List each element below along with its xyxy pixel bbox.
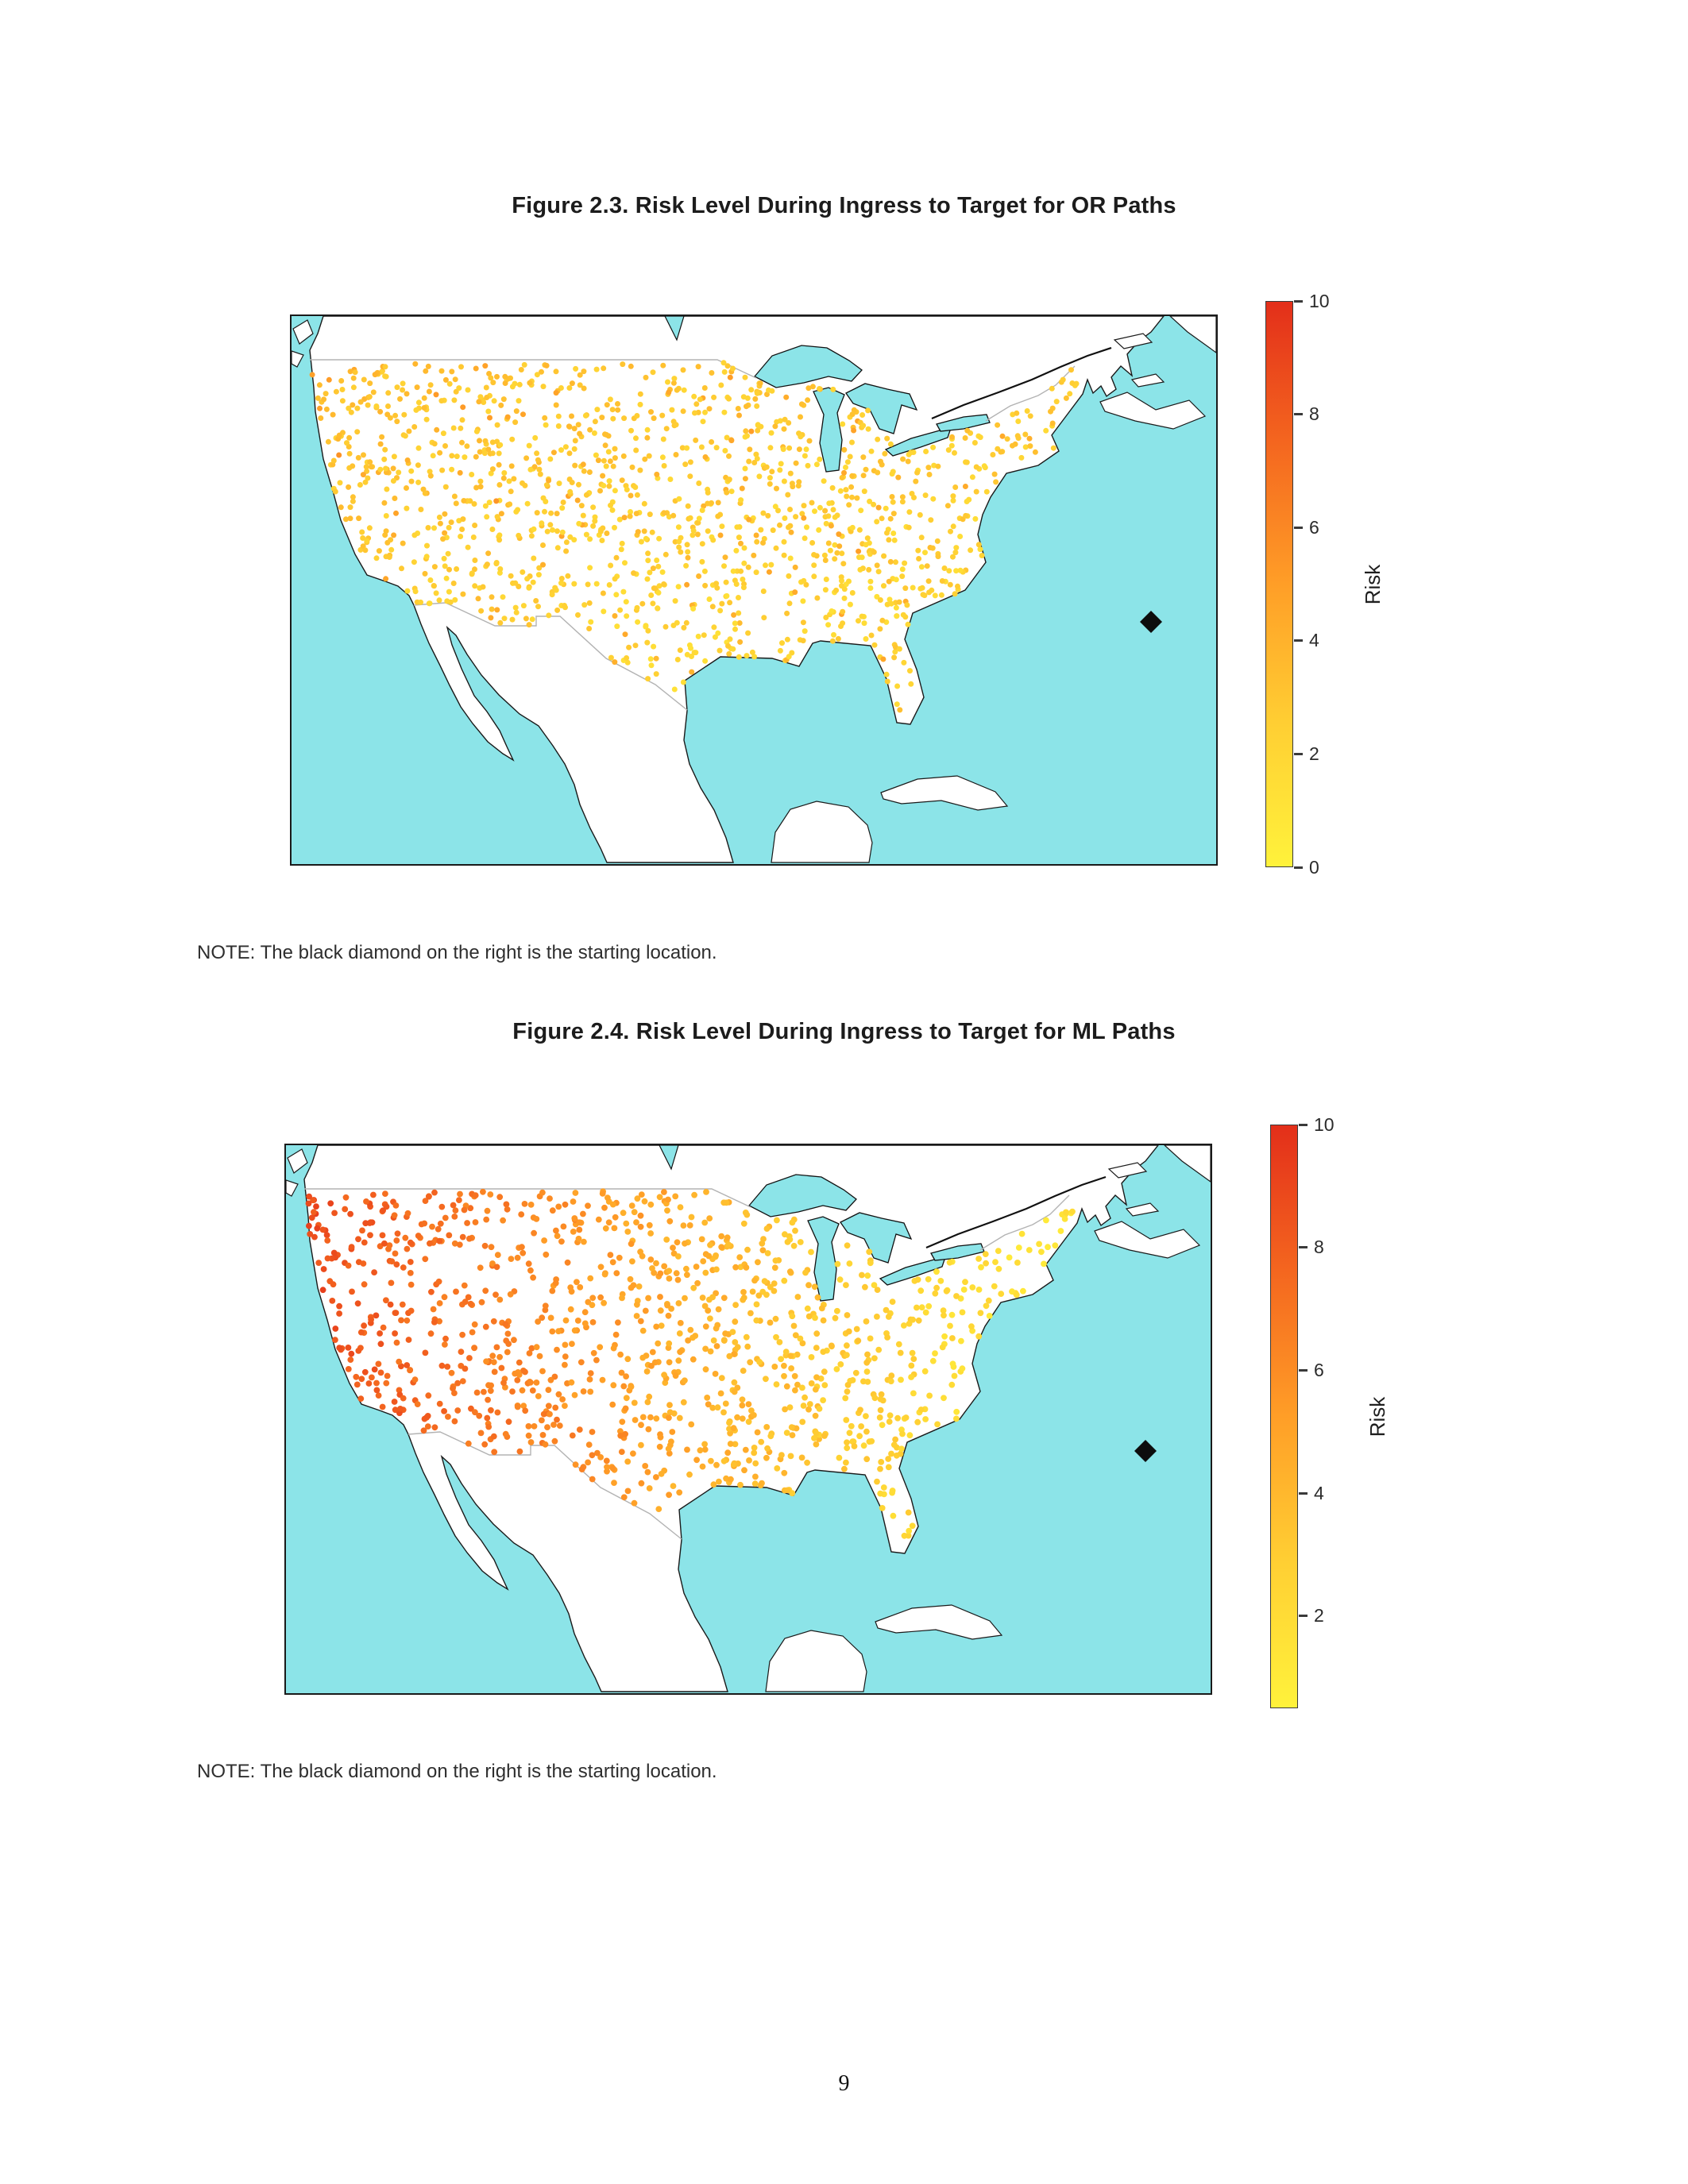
figure-2-3-note: NOTE: The black diamond on the right is …	[197, 942, 717, 963]
tick-label: 2	[1309, 743, 1319, 764]
newfoundland-corner	[1164, 1145, 1211, 1183]
great-lake-1	[807, 1216, 840, 1302]
great-lake-1	[813, 387, 845, 473]
colorbar-tick-2: 2	[1294, 743, 1319, 764]
yucatan-peninsula	[771, 801, 873, 863]
colorbar-tick-4: 4	[1299, 1483, 1324, 1503]
cuba	[875, 1604, 1003, 1640]
prince-edward-island	[1125, 1202, 1160, 1217]
st-lawrence-river	[931, 346, 1112, 420]
great-lake-2	[840, 1212, 913, 1264]
colorbar-tick-10: 10	[1294, 291, 1330, 311]
colorbar-axis-label: Risk	[1361, 564, 1385, 604]
tick-label: 2	[1314, 1605, 1324, 1626]
tick-mark	[1294, 866, 1303, 869]
tick-mark	[1294, 413, 1303, 416]
start-location-diamond	[1140, 611, 1162, 633]
vancouver-island	[292, 319, 314, 345]
north-america-landmass	[309, 316, 1165, 863]
great-lake-0	[753, 345, 863, 388]
map-canvas	[286, 1145, 1211, 1693]
lake-winnipeg	[659, 1145, 679, 1171]
tick-mark	[1294, 299, 1303, 303]
yucatan-peninsula	[765, 1630, 867, 1692]
us-mexico-border	[413, 602, 688, 711]
figure-2-4-colorbar: Risk 2 4 6 8 10	[1270, 1114, 1421, 1708]
vancouver-island	[287, 1148, 308, 1174]
figure-2-3-map	[290, 314, 1218, 866]
colorbar-tick-6: 6	[1294, 517, 1319, 538]
vancouver-island-2	[286, 1179, 299, 1197]
tick-mark	[1294, 639, 1303, 642]
start-location-diamond	[1134, 1440, 1157, 1462]
map-canvas	[292, 316, 1216, 864]
us-canada-border	[304, 1188, 751, 1208]
tick-label: 4	[1309, 630, 1319, 651]
tick-mark	[1299, 1123, 1308, 1126]
anticosti-island	[1107, 1162, 1148, 1179]
colorbar-gradient	[1270, 1125, 1298, 1708]
tick-mark	[1294, 752, 1303, 755]
colorbar-axis-label: Risk	[1365, 1396, 1389, 1437]
great-lake-3	[879, 1256, 946, 1286]
prince-edward-island	[1130, 373, 1165, 388]
figure-2-4-map	[284, 1144, 1212, 1695]
us-canada-border	[310, 359, 757, 379]
colorbar-tick-8: 8	[1299, 1237, 1324, 1258]
figure-2-3-colorbar: Risk 0 2 4 6 8 10	[1265, 291, 1416, 878]
risk-points	[309, 360, 1080, 713]
tick-label: 10	[1314, 1113, 1335, 1135]
colorbar-tick-6: 6	[1299, 1360, 1324, 1380]
great-lake-0	[747, 1174, 857, 1217]
colorbar-tick-0: 0	[1294, 857, 1319, 878]
tick-mark	[1299, 1615, 1308, 1618]
tick-label: 0	[1309, 856, 1319, 878]
north-america-landmass	[303, 1145, 1159, 1692]
figure-2-4-note: NOTE: The black diamond on the right is …	[197, 1761, 717, 1782]
nova-scotia	[1094, 1221, 1201, 1259]
tick-mark	[1299, 1491, 1308, 1495]
page-number: 9	[838, 2071, 850, 2096]
great-lake-2	[845, 383, 918, 434]
tick-label: 4	[1314, 1482, 1324, 1503]
figure-2-4-caption: Figure 2.4. Risk Level During Ingress to…	[512, 1019, 1176, 1044]
colorbar-tick-4: 4	[1294, 630, 1319, 651]
figure-2-3-caption: Figure 2.3. Risk Level During Ingress to…	[512, 193, 1176, 218]
colorbar-tick-8: 8	[1294, 403, 1319, 425]
tick-label: 10	[1309, 290, 1330, 311]
lake-winnipeg	[664, 316, 685, 341]
us-canada-border-east	[979, 1194, 1070, 1251]
st-lawrence-river	[925, 1175, 1107, 1249]
vancouver-island-2	[292, 350, 304, 368]
newfoundland-corner	[1169, 316, 1216, 353]
tick-mark	[1299, 1246, 1308, 1249]
tick-mark	[1294, 526, 1303, 529]
colorbar-tick-10: 10	[1299, 1114, 1335, 1135]
great-lake-4	[936, 414, 991, 432]
tick-label: 8	[1314, 1237, 1324, 1258]
colorbar-tick-2: 2	[1299, 1605, 1324, 1626]
tick-label: 6	[1314, 1359, 1324, 1380]
colorbar-gradient	[1265, 301, 1293, 867]
great-lake-3	[884, 427, 952, 457]
anticosti-island	[1113, 333, 1153, 349]
tick-mark	[1299, 1368, 1308, 1372]
nova-scotia	[1099, 392, 1207, 430]
tick-label: 6	[1309, 516, 1319, 538]
cuba	[880, 775, 1009, 811]
tick-label: 8	[1309, 403, 1319, 425]
risk-points	[305, 1188, 1076, 1539]
